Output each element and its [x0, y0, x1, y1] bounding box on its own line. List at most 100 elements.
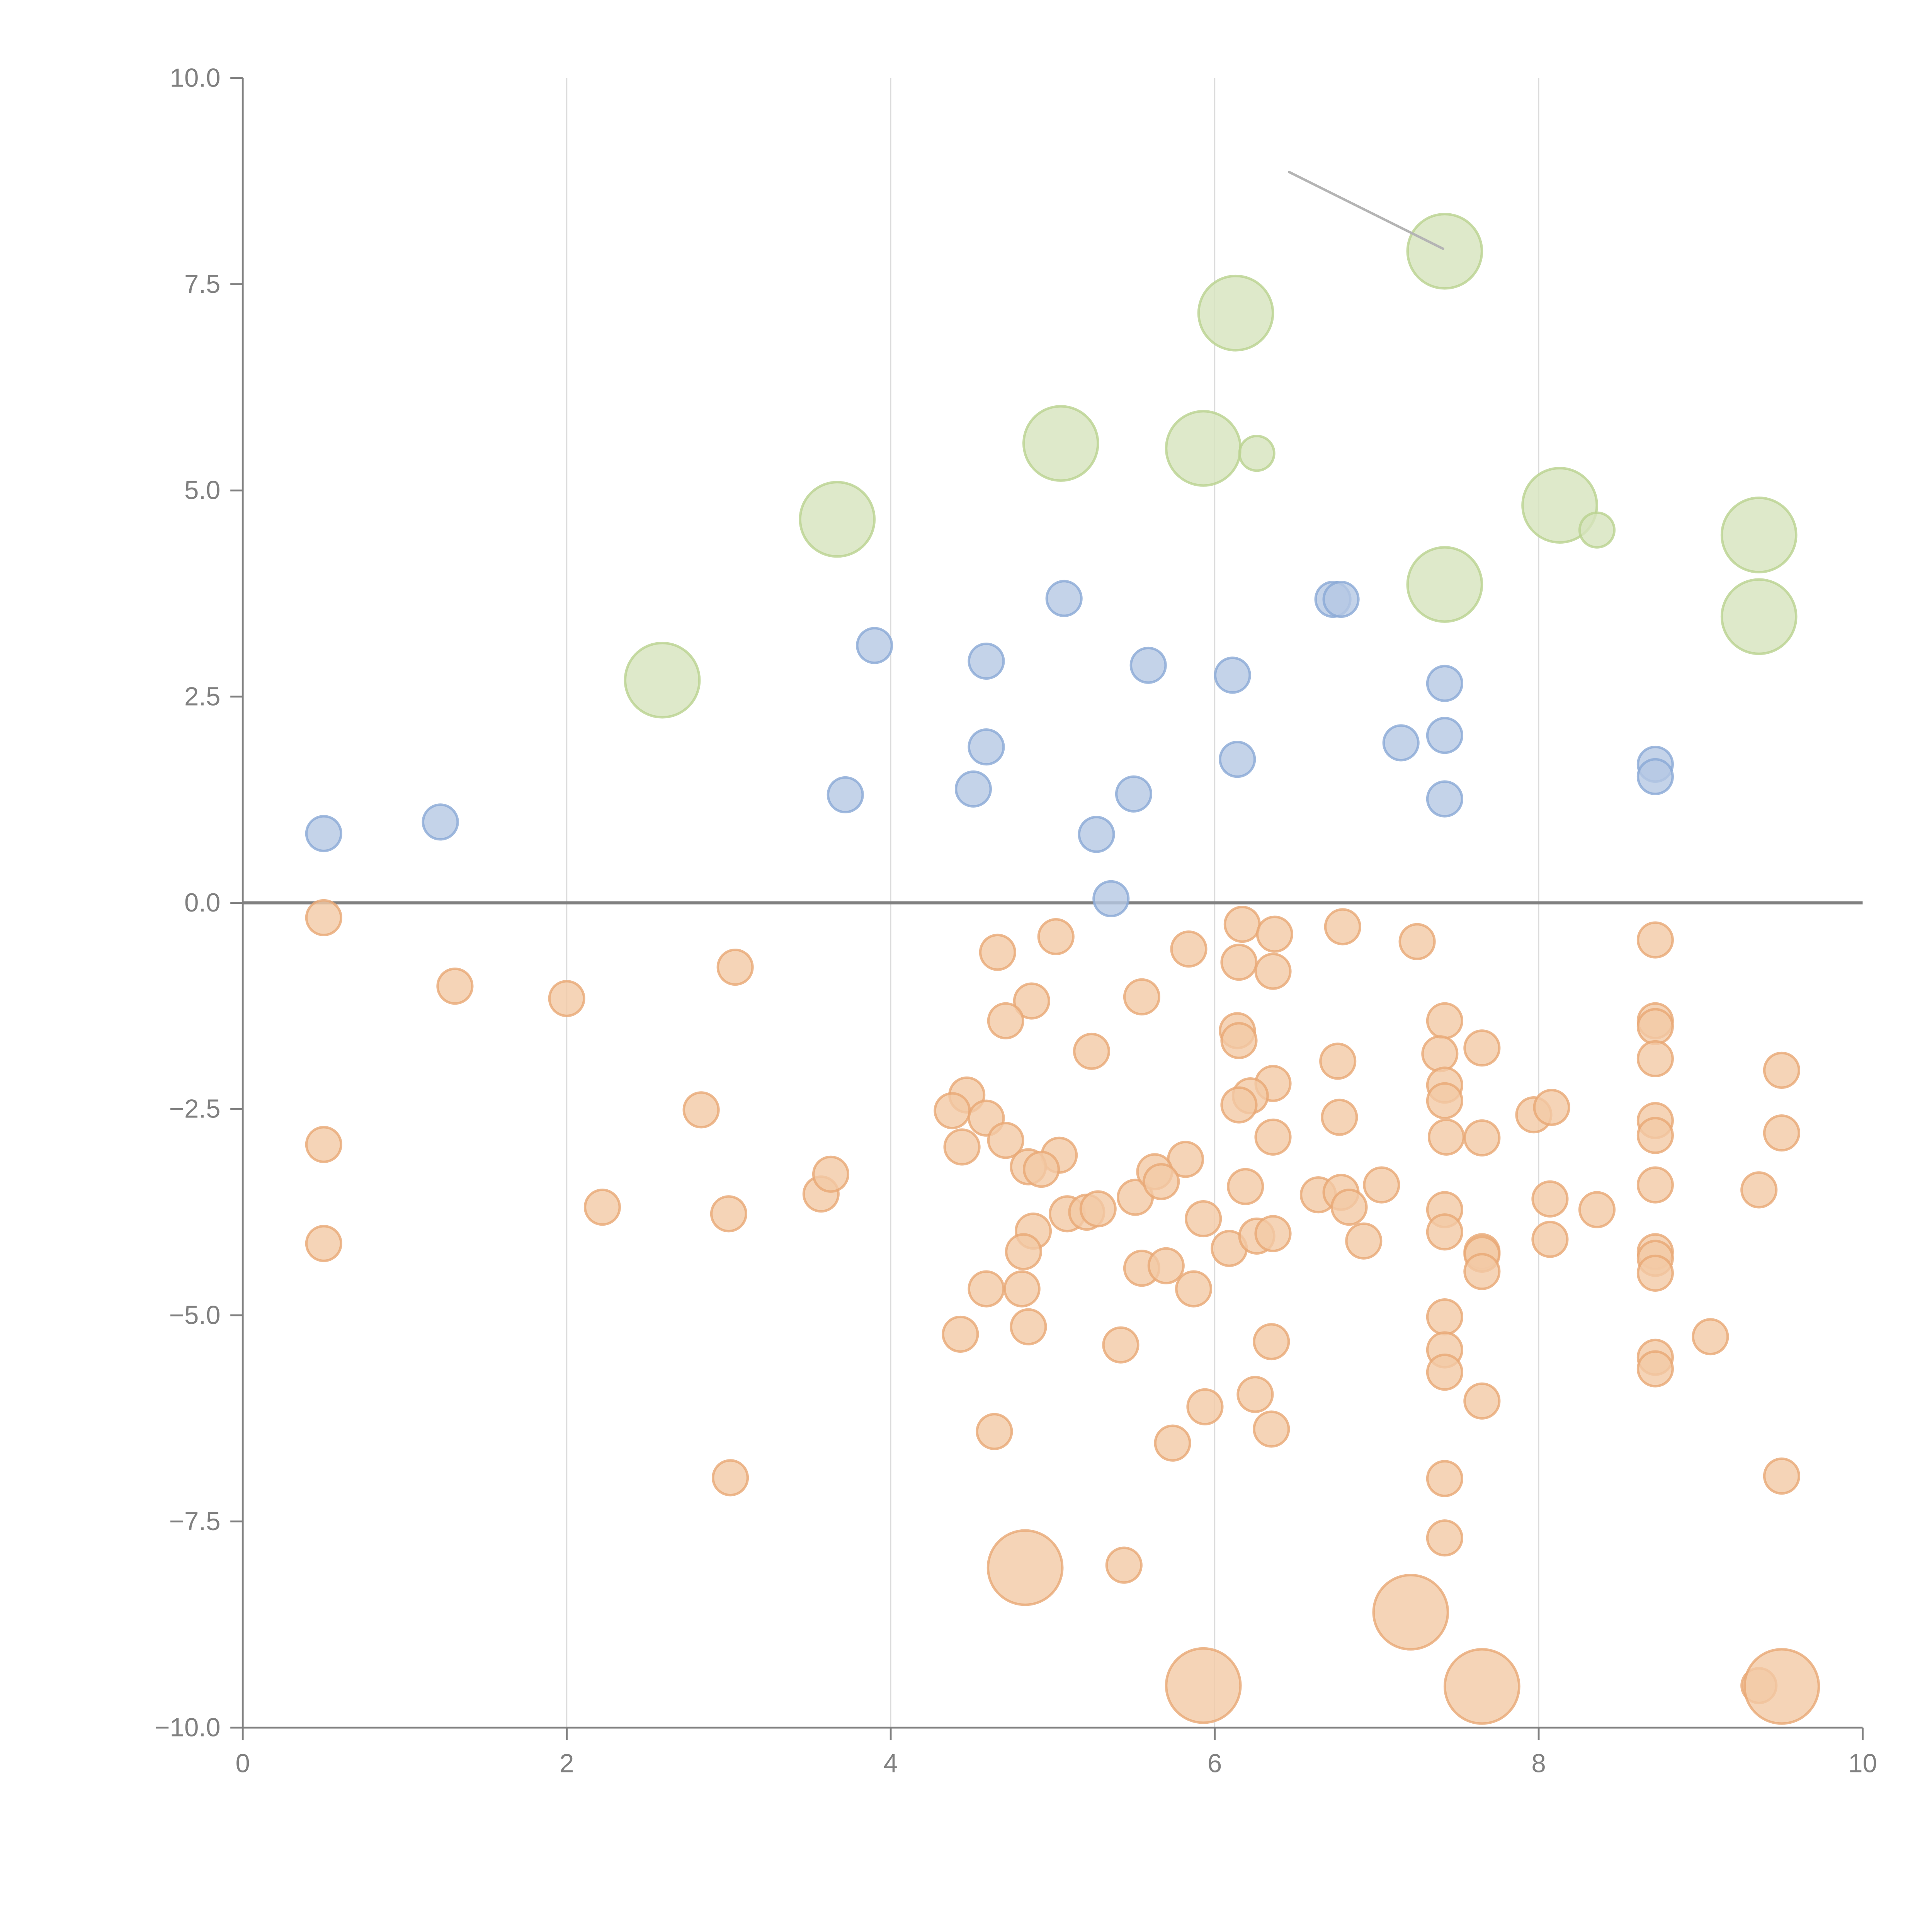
- data-point-series-3: [1763, 1458, 1800, 1495]
- data-point-series-3: [1220, 1086, 1258, 1124]
- data-point-series-2: [1078, 816, 1115, 853]
- x-tick-label: 4: [883, 1749, 898, 1778]
- data-point-series-3: [1428, 1118, 1465, 1156]
- data-point-series-3: [1253, 1410, 1290, 1448]
- data-point-series-3: [1636, 1040, 1674, 1078]
- data-point-series-3: [1636, 1350, 1674, 1388]
- data-point-series-3: [1010, 1308, 1047, 1345]
- y-tick-label: 10.0: [170, 63, 221, 92]
- data-point-series-3: [716, 948, 754, 986]
- data-point-series-3: [712, 1459, 749, 1497]
- y-tick-label: 0.0: [184, 888, 221, 917]
- data-point-series-3: [1254, 1118, 1292, 1156]
- data-point-series-2: [1636, 758, 1674, 796]
- data-point-series-3: [1143, 1163, 1180, 1201]
- x-tick-label: 0: [235, 1749, 250, 1778]
- data-point-series-3: [1223, 905, 1261, 943]
- data-point-series-3: [1147, 1247, 1185, 1284]
- data-point-series-3: [305, 1126, 342, 1163]
- data-point-series-3: [1227, 1168, 1264, 1205]
- data-point-series-2: [1092, 880, 1130, 917]
- x-tick-label: 8: [1531, 1749, 1546, 1778]
- data-point-series-2: [1426, 717, 1463, 754]
- data-point-series-3: [1636, 1166, 1674, 1204]
- data-point-series-3: [1102, 1326, 1139, 1364]
- data-point-series-3: [1165, 1647, 1242, 1724]
- data-point-series-3: [1330, 1189, 1368, 1226]
- data-point-series-3: [1254, 952, 1292, 990]
- data-point-series-3: [710, 1195, 747, 1233]
- data-point-series-1: [1022, 405, 1099, 482]
- data-point-series-3: [583, 1189, 621, 1226]
- data-point-series-3: [1220, 1022, 1258, 1060]
- data-point-series-3: [1363, 1166, 1400, 1204]
- data-point-series-2: [1322, 580, 1360, 618]
- data-point-series-3: [1256, 915, 1293, 953]
- annotation: [1288, 171, 1444, 250]
- data-point-series-3: [1636, 1254, 1674, 1292]
- data-point-series-3: [1531, 1180, 1569, 1218]
- data-point-series-2: [968, 643, 1005, 680]
- data-point-series-3: [1426, 1460, 1463, 1497]
- data-point-series-3: [1636, 1008, 1674, 1045]
- data-point-series-2: [1129, 646, 1167, 684]
- data-point-series-3: [979, 934, 1016, 971]
- data-point-series-3: [682, 1091, 720, 1129]
- data-point-series-3: [987, 1122, 1024, 1159]
- data-point-series-2: [305, 815, 342, 852]
- data-point-series-3: [1578, 1191, 1616, 1228]
- data-point-series-3: [305, 899, 342, 937]
- data-point-series-3: [1319, 1043, 1357, 1080]
- data-point-series-2: [827, 776, 864, 813]
- data-point-series-3: [1253, 1323, 1290, 1361]
- data-point-series-3: [1175, 1270, 1213, 1308]
- data-point-series-3: [943, 1128, 981, 1166]
- data-point-series-2: [954, 770, 992, 808]
- data-point-series-3: [1372, 1573, 1449, 1651]
- data-point-series-2: [1426, 780, 1463, 818]
- y-tick-label: 5.0: [184, 476, 221, 505]
- data-point-series-3: [1105, 1546, 1143, 1584]
- y-tick-label: 2.5: [184, 682, 221, 711]
- data-point-series-3: [1123, 978, 1161, 1015]
- data-point-series-3: [1443, 1648, 1520, 1725]
- y-tick-label: −2.5: [169, 1095, 221, 1124]
- data-point-series-3: [305, 1225, 342, 1262]
- data-point-series-2: [1219, 741, 1256, 778]
- data-point-series-3: [1426, 1298, 1463, 1336]
- data-point-series-3: [1692, 1318, 1729, 1355]
- data-point-series-3: [1463, 1119, 1501, 1156]
- y-tick-label: 7.5: [184, 270, 221, 299]
- data-point-series-3: [1740, 1171, 1778, 1209]
- data-point-series-3: [1345, 1222, 1383, 1260]
- data-point-series-2: [856, 627, 893, 664]
- data-point-series-2: [1115, 775, 1153, 813]
- data-point-series-3: [1636, 1117, 1674, 1154]
- data-points: [305, 213, 1820, 1725]
- data-point-series-3: [1254, 1215, 1292, 1252]
- data-point-series-2: [968, 728, 1005, 766]
- data-point-series-3: [1185, 1200, 1222, 1238]
- data-point-series-2: [1045, 580, 1083, 617]
- data-point-series-3: [1426, 1354, 1463, 1391]
- data-point-series-2: [1426, 665, 1463, 702]
- data-point-series-3: [1154, 1424, 1191, 1462]
- data-point-series-3: [942, 1315, 979, 1353]
- data-point-series-3: [934, 1092, 971, 1129]
- data-point-series-2: [422, 803, 459, 841]
- data-point-series-1: [1238, 435, 1276, 472]
- data-point-series-3: [986, 1529, 1064, 1606]
- data-point-series-1: [799, 481, 876, 558]
- data-point-series-3: [1533, 1088, 1570, 1126]
- grid-lines: [243, 78, 1863, 1728]
- axes: 10.0 7.5 5.0 2.5 0.0 −2.5 −5.0 −7.5 −10.0 0 2 4 6 8 10: [155, 63, 1877, 1778]
- data-point-series-3: [1421, 1035, 1459, 1073]
- data-point-series-1: [1578, 511, 1616, 549]
- data-point-series-3: [1003, 1270, 1041, 1308]
- data-point-series-1: [624, 641, 701, 719]
- data-point-series-3: [812, 1155, 850, 1193]
- data-point-series-3: [1743, 1648, 1820, 1725]
- data-point-series-3: [1022, 1150, 1060, 1188]
- data-point-series-3: [987, 1002, 1024, 1039]
- data-point-series-3: [1398, 923, 1436, 960]
